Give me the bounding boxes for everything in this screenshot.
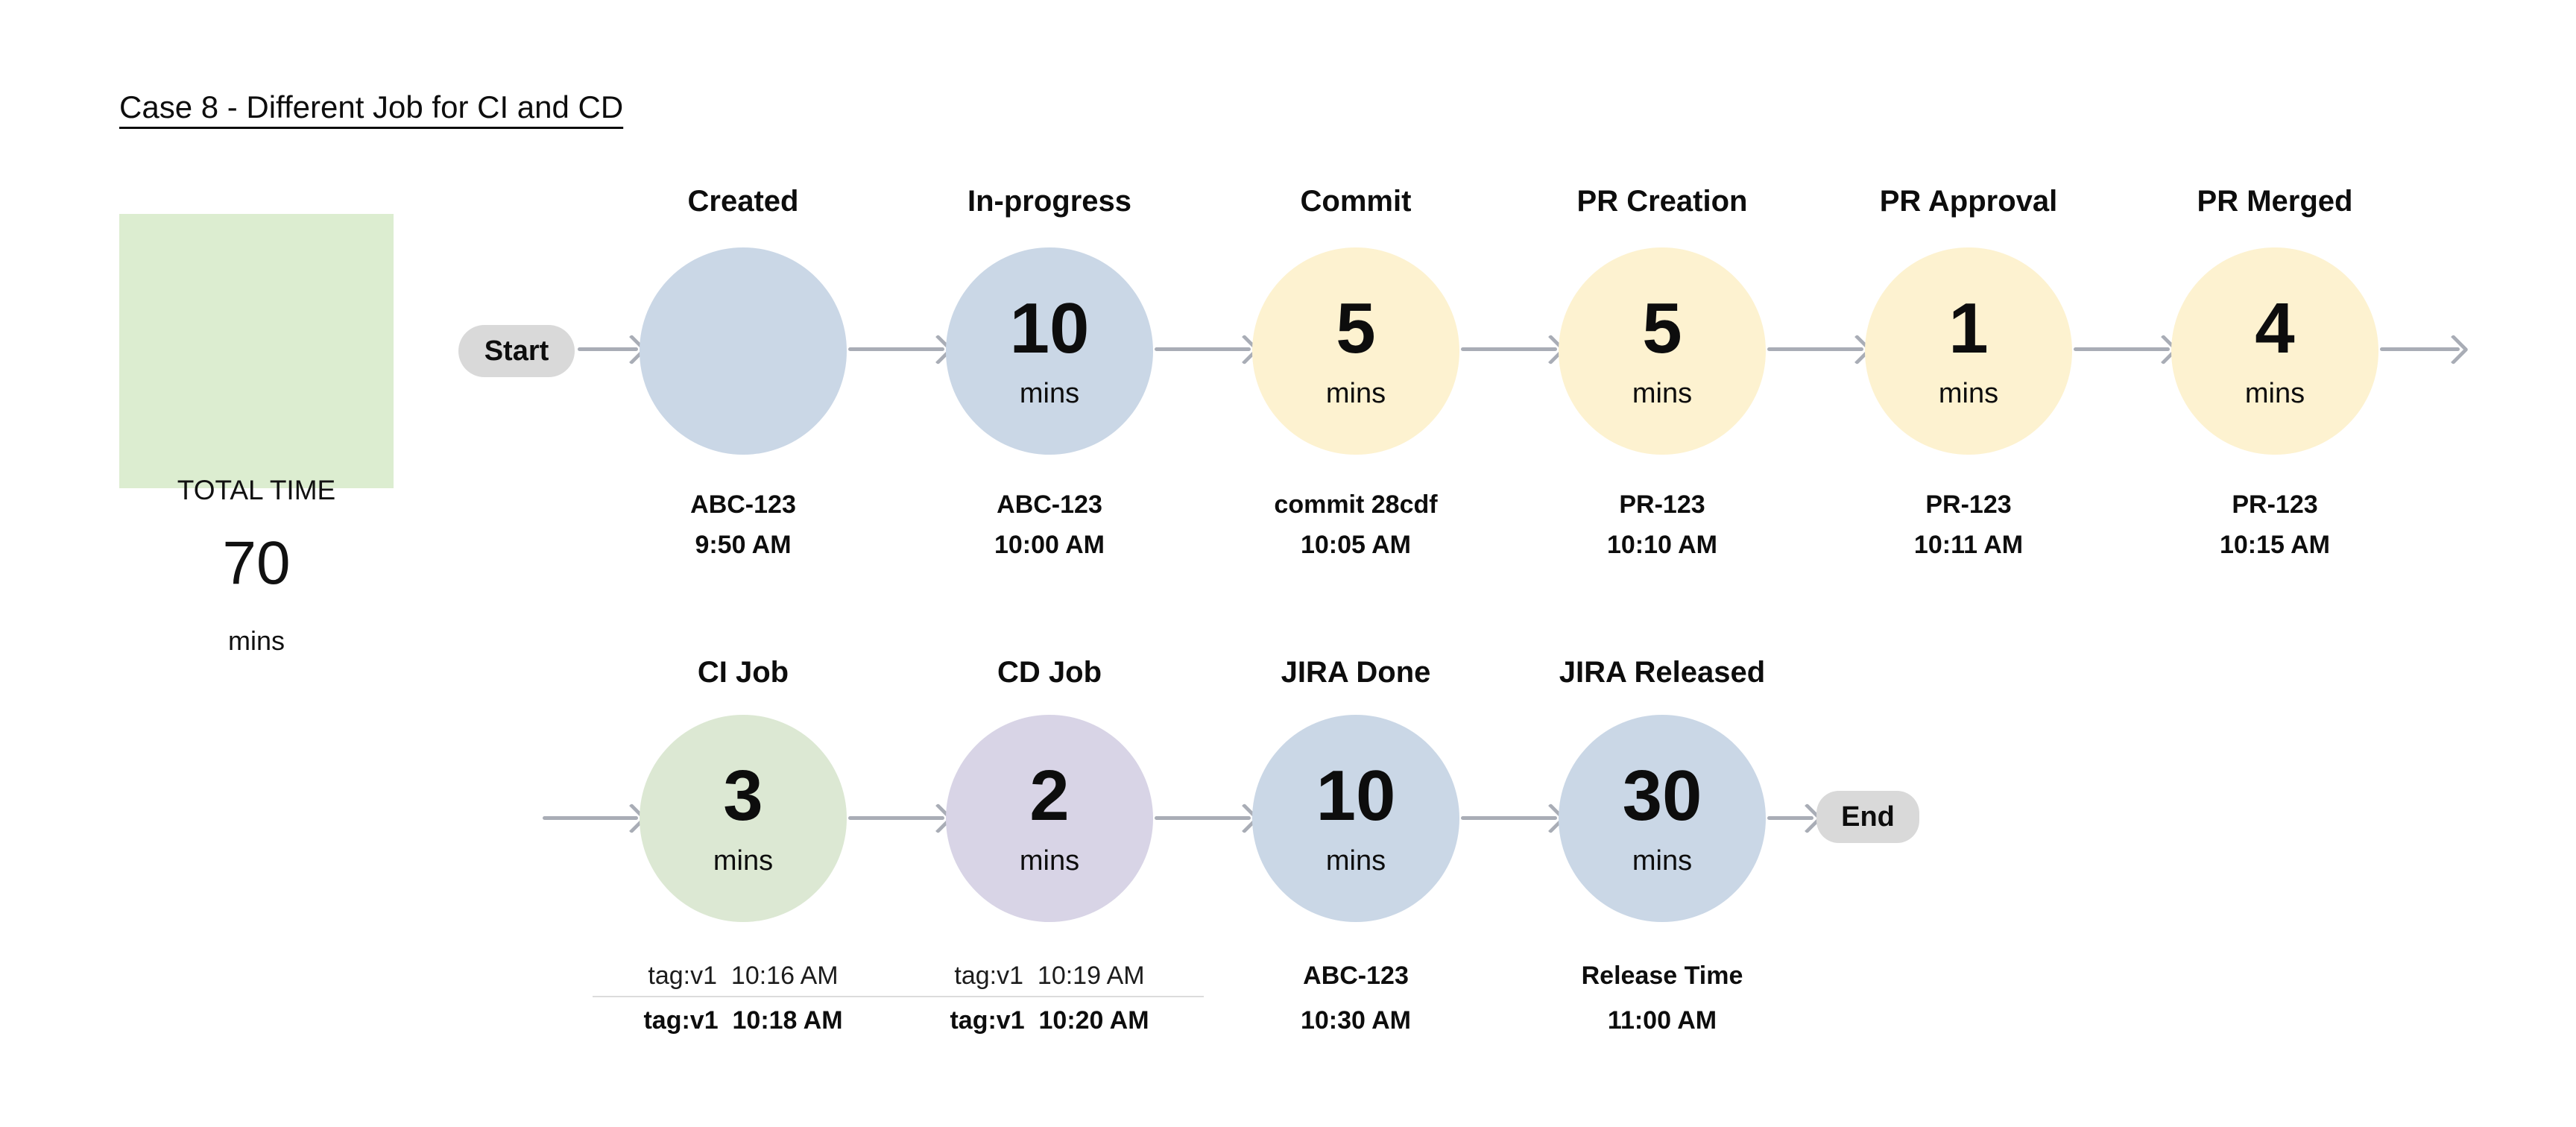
- node-duration: 5: [1642, 288, 1682, 368]
- node-unit: mins: [1632, 845, 1693, 877]
- node-circle-created: [640, 247, 847, 455]
- node-duration: 10: [1316, 755, 1396, 836]
- node-sublabel-1: ABC-123: [997, 490, 1102, 519]
- flow-arrow: [2074, 347, 2170, 351]
- flow-arrow: [2380, 347, 2460, 351]
- start-pill: Start: [458, 325, 575, 377]
- node-unit: mins: [1325, 845, 1386, 877]
- total-time-value: 70: [222, 529, 291, 597]
- end-pill: End: [1816, 791, 1919, 843]
- node-duration: 4: [2255, 288, 2295, 368]
- node-title-commit: Commit: [1300, 185, 1412, 218]
- node-unit: mins: [2244, 377, 2305, 409]
- node-title-pr-creation: PR Creation: [1576, 185, 1748, 218]
- node-circle-pr-creation: 5 mins: [1559, 247, 1766, 455]
- node-circle-ci-job: 3 mins: [640, 715, 847, 922]
- node-sublabel-2: tag:v1 10:18 AM: [643, 1006, 843, 1035]
- node-circle-jira-done: 10 mins: [1252, 715, 1459, 922]
- node-unit: mins: [1019, 845, 1080, 877]
- node-circle-cd-job: 2 mins: [946, 715, 1153, 922]
- node-circle-jira-released: 30 mins: [1559, 715, 1766, 922]
- flow-arrow: [1767, 816, 1813, 820]
- flow-arrow: [1767, 347, 1863, 351]
- node-title-jira-done: JIRA Done: [1281, 656, 1431, 689]
- node-unit: mins: [1632, 377, 1693, 409]
- node-duration: 5: [1336, 288, 1376, 368]
- node-duration: 2: [1029, 755, 1070, 836]
- node-sublabel-2: 10:10 AM: [1606, 531, 1718, 559]
- node-duration: 1: [1948, 288, 1989, 368]
- sublabel-divider: [593, 996, 1204, 997]
- total-time-label: TOTAL TIME: [177, 475, 336, 505]
- diagram-title: Case 8 - Different Job for CI and CD: [119, 89, 624, 124]
- flow-arrow: [1155, 347, 1251, 351]
- flow-arrow: [1461, 816, 1557, 820]
- flow-arrow: [1155, 816, 1251, 820]
- node-sublabel-1: PR-123: [2232, 490, 2318, 519]
- flow-arrow: [543, 816, 638, 820]
- node-unit: mins: [1019, 377, 1080, 409]
- node-sublabel-2: 10:11 AM: [1913, 531, 2024, 559]
- node-title-pr-merged: PR Merged: [2197, 185, 2353, 218]
- node-circle-commit: 5 mins: [1252, 247, 1459, 455]
- node-title-created: Created: [687, 185, 799, 218]
- node-sublabel-1: tag:v1 10:19 AM: [954, 962, 1145, 990]
- flow-arrow: [848, 347, 944, 351]
- node-title-pr-approval: PR Approval: [1879, 185, 2058, 218]
- node-sublabel-2: 11:00 AM: [1607, 1006, 1717, 1035]
- node-sublabel-2: 10:05 AM: [1300, 531, 1412, 559]
- node-sublabel-2: 10:30 AM: [1300, 1006, 1412, 1035]
- node-sublabel-1: commit 28cdf: [1274, 490, 1438, 519]
- node-duration: 3: [723, 755, 763, 836]
- total-time-unit: mins: [227, 625, 285, 656]
- node-duration: 30: [1622, 755, 1702, 836]
- flow-arrow: [848, 816, 944, 820]
- end-pill-label: End: [1841, 801, 1895, 833]
- node-sublabel-2: 9:50 AM: [695, 531, 792, 559]
- node-sublabel-2: 10:00 AM: [994, 531, 1105, 559]
- total-time-box: TOTAL TIME 70 mins: [119, 214, 394, 656]
- node-unit: mins: [713, 845, 774, 877]
- node-duration: 10: [1009, 288, 1090, 368]
- flow-arrow: [578, 347, 638, 351]
- node-title-jira-released: JIRA Released: [1559, 656, 1766, 689]
- node-title-ci-job: CI Job: [697, 656, 789, 689]
- node-sublabel-1: ABC-123: [690, 490, 796, 519]
- node-sublabel-1: Release Time: [1581, 962, 1743, 990]
- node-unit: mins: [1325, 377, 1386, 409]
- node-title-cd-job: CD Job: [997, 656, 1102, 689]
- node-sublabel-1: PR-123: [1619, 490, 1705, 519]
- node-unit: mins: [1938, 377, 1999, 409]
- node-sublabel-1: ABC-123: [1303, 962, 1409, 990]
- node-circle-in-progress: 10 mins: [946, 247, 1153, 455]
- start-pill-label: Start: [484, 335, 549, 367]
- node-circle-pr-approval: 1 mins: [1865, 247, 2072, 455]
- node-title-in-progress: In-progress: [967, 185, 1132, 218]
- node-sublabel-1: tag:v1 10:16 AM: [648, 962, 839, 990]
- node-circle-pr-merged: 4 mins: [2171, 247, 2378, 455]
- node-sublabel-1: PR-123: [1925, 490, 2012, 519]
- node-sublabel-2: tag:v1 10:20 AM: [950, 1006, 1149, 1035]
- node-sublabel-2: 10:15 AM: [2219, 531, 2331, 559]
- flow-arrow: [1461, 347, 1557, 351]
